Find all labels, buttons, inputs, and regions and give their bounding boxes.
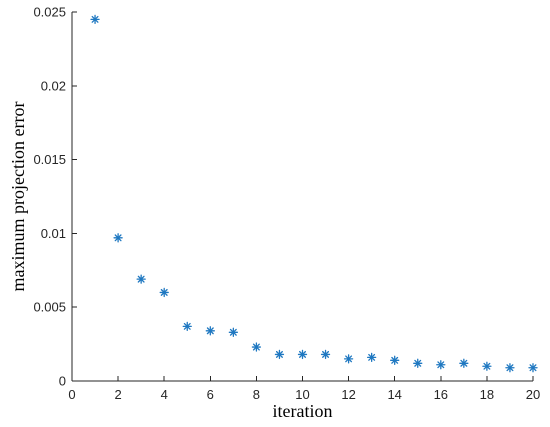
data-point (113, 233, 123, 243)
y-tick-label: 0 (59, 374, 66, 389)
x-tick-label: 2 (114, 387, 121, 402)
data-point (182, 321, 192, 332)
data-point (159, 287, 169, 298)
x-tick-label: 18 (480, 387, 494, 402)
x-tick-label: 6 (207, 387, 214, 402)
data-point (366, 352, 377, 363)
x-tick-label: 8 (253, 387, 260, 402)
y-tick-label: 0.005 (33, 300, 66, 315)
x-tick-label: 10 (295, 387, 309, 402)
x-axis-label: iteration (273, 401, 333, 421)
x-tick-label: 4 (161, 387, 168, 402)
data-point (205, 326, 215, 336)
y-axis-label: maximum projection error (8, 102, 28, 292)
y-ticks: 0 0.005 0.01 0.015 0.02 0.025 (33, 5, 77, 389)
data-point (274, 349, 285, 360)
data-point (390, 355, 400, 365)
x-tick-label: 16 (434, 387, 448, 402)
data-points (90, 14, 538, 373)
x-tick-label: 14 (387, 387, 401, 402)
x-tick-label: 12 (341, 387, 355, 402)
y-tick-label: 0.01 (41, 226, 66, 241)
data-point (320, 349, 331, 360)
data-point (90, 14, 100, 25)
data-point (413, 358, 423, 368)
x-tick-label: 20 (526, 387, 540, 402)
y-tick-label: 0.02 (41, 78, 66, 93)
y-tick-label: 0.015 (33, 152, 66, 167)
data-point (482, 361, 492, 371)
data-point (505, 363, 515, 373)
data-point (251, 342, 262, 352)
data-point (136, 274, 146, 284)
data-point (459, 358, 469, 368)
x-ticks: 0 2 4 6 8 10 12 14 16 18 20 (68, 376, 540, 402)
data-point (228, 327, 239, 337)
y-tick-label: 0.025 (33, 5, 66, 20)
data-point (343, 354, 354, 364)
data-point (436, 360, 446, 370)
x-tick-label: 0 (68, 387, 75, 402)
data-point (528, 363, 538, 373)
data-point (297, 349, 308, 360)
